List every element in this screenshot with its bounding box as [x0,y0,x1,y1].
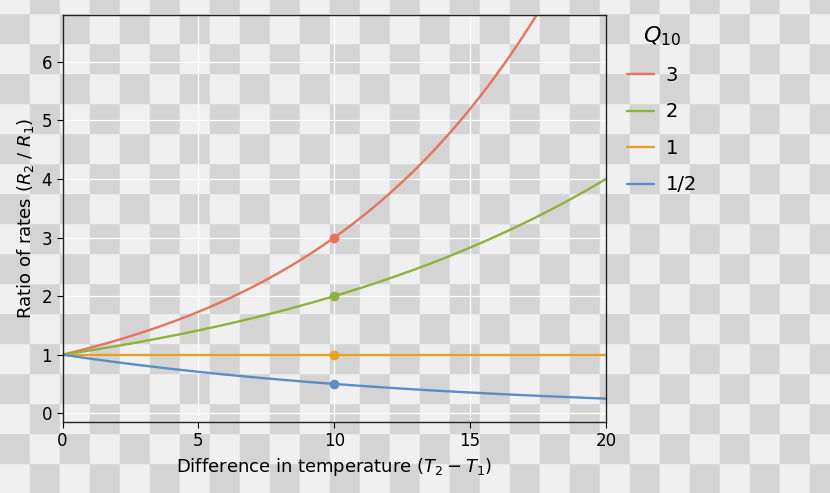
Legend: 3, 2, 1, 1/2: 3, 2, 1, 1/2 [627,25,697,194]
1 [601,352,611,357]
3 [113,337,123,343]
3 [297,256,307,262]
1/2 [57,352,67,357]
2 [277,308,287,314]
Line: 3: 3 [62,0,606,354]
2 [57,352,67,357]
1/2 [113,359,123,365]
1 [431,352,441,357]
1/2 [491,391,501,397]
1 [297,352,307,357]
2 [601,176,611,182]
1 [113,352,123,357]
1/2 [601,396,611,402]
1/2 [297,379,307,385]
2 [431,258,441,264]
1/2 [431,387,441,393]
1 [491,352,501,357]
X-axis label: Difference in temperature ($T_2 - T_1$): Difference in temperature ($T_2 - T_1$) [176,456,492,478]
Line: 1/2: 1/2 [62,354,606,399]
3 [277,268,287,274]
1 [57,352,67,357]
2 [481,238,491,244]
3 [491,72,501,78]
1/2 [277,377,287,383]
2 [491,233,501,239]
2 [113,343,123,349]
1 [481,352,491,357]
Y-axis label: Ratio of rates ($R_2$ / $R_1$): Ratio of rates ($R_2$ / $R_1$) [15,118,36,319]
Line: 2: 2 [62,179,606,354]
3 [481,85,491,91]
3 [431,145,441,151]
1 [277,352,287,357]
3 [57,352,67,357]
1/2 [481,390,491,396]
2 [297,302,307,308]
